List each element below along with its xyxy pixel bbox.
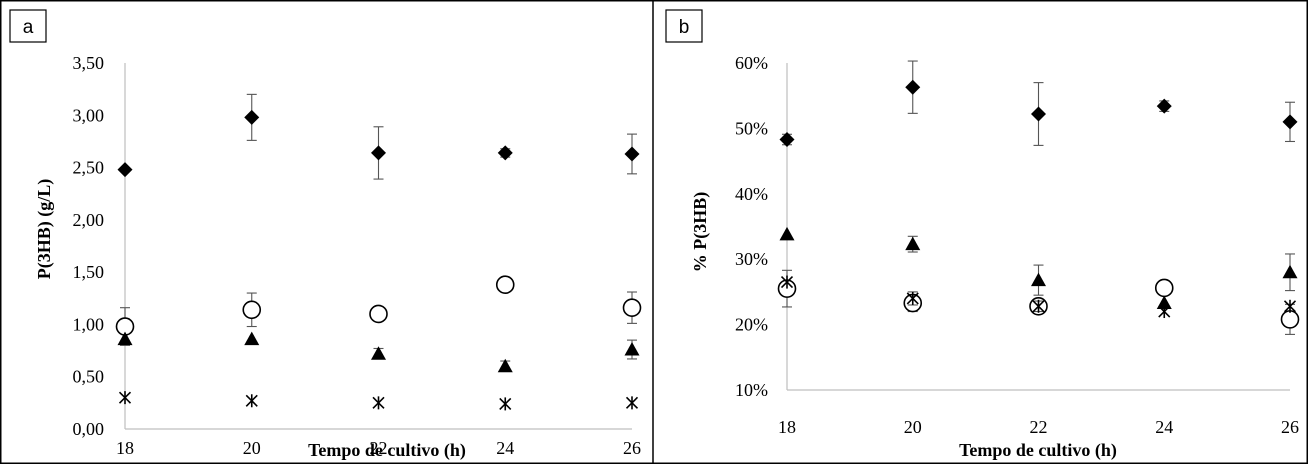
x-tick-label: 22 <box>1030 417 1048 437</box>
asterisk-marker <box>499 397 512 411</box>
panel-a-axes: 0,00 0,50 1,00 1,50 2,00 2,50 3,00 3,50 18 20 22 24… <box>73 53 642 458</box>
x-tick-label: 24 <box>1155 417 1173 437</box>
circle-marker <box>1154 278 1174 298</box>
asterisk-series <box>118 391 639 411</box>
triangle-marker <box>371 346 386 360</box>
asterisk-marker <box>1032 299 1045 313</box>
asterisk-marker <box>245 394 258 408</box>
y-tick-label: 2,00 <box>73 210 105 230</box>
circle-marker <box>369 304 388 324</box>
panel-b-axes: 10% 20% 30% 40% 50% 60% 18 20 22 24 26 <box>735 53 1299 437</box>
panel-b-label-box <box>665 9 703 43</box>
panel-a-label-box <box>9 9 47 43</box>
asterisk-marker <box>372 396 385 410</box>
diamond-marker <box>1282 114 1298 130</box>
x-tick-label: 24 <box>496 438 514 458</box>
panel-b-y-axis-title: % P(3HB) <box>690 192 711 273</box>
triangle-marker <box>624 342 640 356</box>
y-tick-label: 0,00 <box>73 419 105 439</box>
asterisk-marker <box>780 275 794 289</box>
y-tick-label: 20% <box>735 315 768 335</box>
triangle-series <box>779 226 1298 310</box>
diamond-marker <box>117 162 133 178</box>
y-tick-label: 30% <box>735 249 768 269</box>
asterisk-marker <box>625 396 639 410</box>
triangle-marker <box>1156 295 1172 310</box>
y-tick-label: 1,50 <box>73 262 105 282</box>
asterisk-marker <box>1283 299 1297 313</box>
circle-marker <box>1280 310 1300 329</box>
panel-b-x-axis-title: Tempo de cultivo (h) <box>959 440 1117 461</box>
triangle-marker <box>779 226 795 241</box>
y-tick-label: 3,00 <box>73 105 105 125</box>
diamond-marker <box>624 146 640 162</box>
panel-a-label: a <box>23 17 34 38</box>
triangle-marker <box>497 358 513 373</box>
triangle-marker <box>905 236 921 251</box>
panel-a-x-axis-title: Tempo de cultivo (h) <box>308 440 466 461</box>
circle-series <box>115 275 642 346</box>
circle-marker <box>622 298 642 317</box>
diamond-marker <box>779 132 795 148</box>
y-tick-label: 40% <box>735 184 768 204</box>
diamond-marker <box>244 109 260 125</box>
x-tick-label: 26 <box>623 438 641 458</box>
diamond-marker <box>1156 98 1172 114</box>
y-tick-label: 2,50 <box>73 158 105 178</box>
panel-b: b 10% 20% 30% 40% 50% 60% 18 20 22 24 26 Tempo de … <box>665 9 1300 461</box>
asterisk-marker <box>118 391 132 405</box>
x-tick-label: 18 <box>116 438 134 458</box>
circle-marker <box>495 275 515 294</box>
y-tick-label: 60% <box>735 53 768 73</box>
panel-b-label: b <box>679 17 690 38</box>
x-tick-label: 26 <box>1281 417 1299 437</box>
triangle-marker <box>1031 272 1046 287</box>
diamond-marker <box>905 79 921 95</box>
triangle-marker <box>244 331 260 346</box>
diamond-marker <box>371 145 386 161</box>
circle-marker <box>242 300 262 320</box>
panel-a: a 0,00 0,50 1,00 1,50 2,00 2,50 3,00 3,50 18 20 22… <box>9 9 642 461</box>
diamond-series <box>117 93 640 180</box>
y-tick-label: 0,50 <box>73 367 105 387</box>
diamond-marker <box>1031 106 1046 122</box>
asterisk-marker <box>906 291 919 305</box>
panel-b-marks <box>777 60 1300 335</box>
x-tick-label: 22 <box>370 438 388 458</box>
x-tick-label: 20 <box>904 417 922 437</box>
triangle-series <box>117 331 640 373</box>
asterisk-series <box>780 275 1297 319</box>
panel-a-marks <box>115 93 642 411</box>
y-tick-label: 10% <box>735 380 768 400</box>
diamond-series <box>779 60 1298 148</box>
y-tick-label: 3,50 <box>73 53 105 73</box>
y-tick-label: 1,00 <box>73 314 105 334</box>
x-tick-label: 20 <box>243 438 261 458</box>
asterisk-marker <box>1158 305 1171 319</box>
triangle-marker <box>117 331 133 346</box>
panel-a-y-axis-title: P(3HB) (g/L) <box>34 179 55 280</box>
x-tick-label: 18 <box>778 417 796 437</box>
diamond-marker <box>497 145 513 161</box>
y-tick-label: 50% <box>735 118 768 138</box>
triangle-marker <box>1282 264 1298 279</box>
